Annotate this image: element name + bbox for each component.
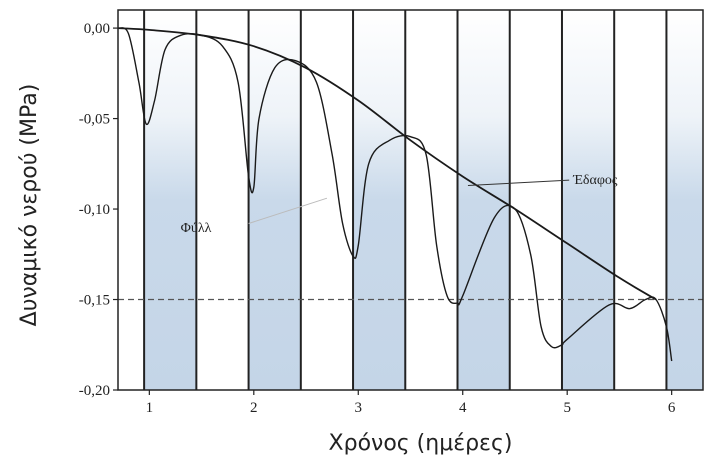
annotation-soil: Έδαφος — [572, 173, 618, 188]
x-tick-label: 1 — [146, 400, 154, 416]
night-bands — [118, 10, 668, 390]
x-tick-label: 2 — [250, 400, 258, 416]
night-band — [118, 10, 145, 390]
y-axis-label: Δυναμικό νερού (MPa) — [17, 84, 42, 327]
axes-frame — [117, 9, 704, 391]
axes — [113, 9, 704, 395]
leader-soil — [467, 179, 570, 187]
y-tick-label: -0,20 — [79, 383, 110, 399]
night-band — [300, 10, 354, 390]
night-band — [509, 10, 562, 390]
annotation-leaves: Φύλλ — [181, 221, 212, 236]
x-axis-label: Χρόνος (ημέρες) — [329, 431, 513, 456]
y-tick-label: -0,05 — [79, 112, 110, 128]
tick-labels: 1 2 3 4 5 6 0,00 -0,05 -0,10 -0,15 -0,20 — [79, 21, 676, 416]
y-tick-label: 0,00 — [84, 21, 110, 37]
y-tick-label: -0,10 — [79, 202, 110, 218]
x-tick-label: 3 — [355, 400, 363, 416]
series-lines — [117, 27, 673, 362]
x-tick-label: 6 — [668, 400, 676, 416]
x-tick-label: 5 — [563, 400, 571, 416]
night-band — [196, 10, 249, 390]
x-tick-label: 4 — [459, 400, 467, 416]
night-band — [614, 10, 667, 390]
series-line-1 — [117, 27, 673, 362]
y-tick-label: -0,15 — [79, 293, 110, 309]
leader-leaves — [248, 197, 328, 224]
